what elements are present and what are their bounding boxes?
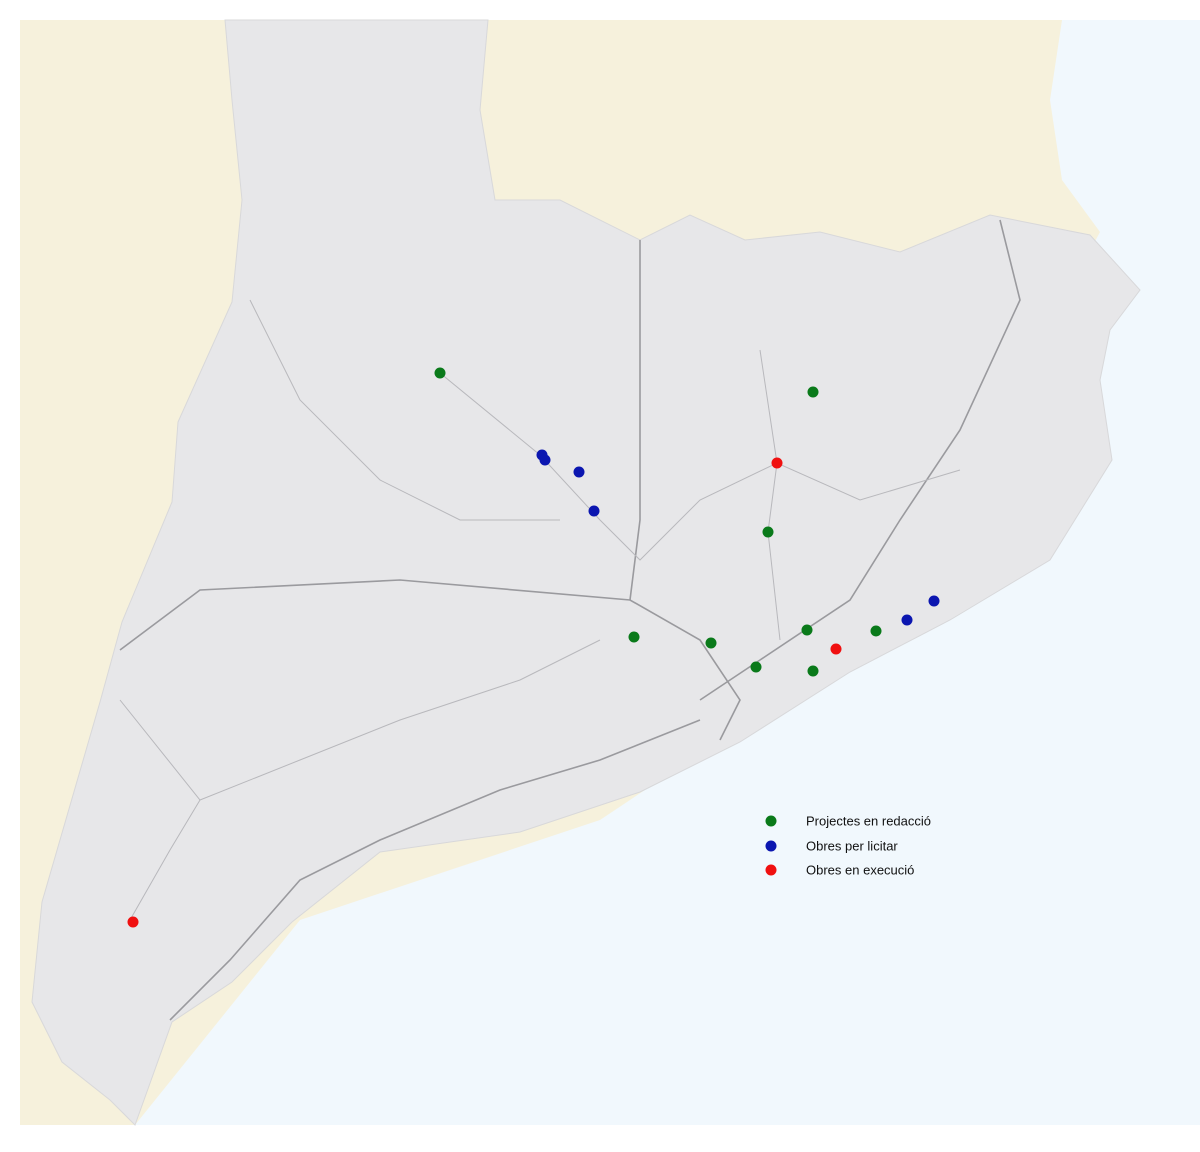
marker: [628, 631, 640, 643]
marker: [901, 614, 913, 626]
legend-swatch: [765, 840, 777, 852]
legend-label: Obres en execució: [806, 862, 914, 877]
legend-label: Obres per licitar: [806, 838, 898, 853]
marker: [830, 643, 842, 655]
marker: [588, 505, 600, 517]
marker: [801, 624, 813, 636]
marker: [870, 625, 882, 637]
roads: [119, 219, 1021, 1021]
markers: [127, 367, 940, 928]
marker: [434, 367, 446, 379]
marker: [573, 466, 585, 478]
legend-swatch: [765, 864, 777, 876]
catalonia: [31, 19, 1141, 1126]
marker: [928, 595, 940, 607]
marker: [127, 916, 139, 928]
marker: [750, 661, 762, 673]
marker: [807, 665, 819, 677]
marker: [807, 386, 819, 398]
legend-label: Projectes en redacció: [806, 813, 931, 828]
marker: [705, 637, 717, 649]
marker: [771, 457, 783, 469]
legend-swatch: [765, 815, 777, 827]
legend: Projectes en redacció Obres per licitar …: [765, 813, 931, 877]
marker: [762, 526, 774, 538]
marker: [539, 454, 551, 466]
